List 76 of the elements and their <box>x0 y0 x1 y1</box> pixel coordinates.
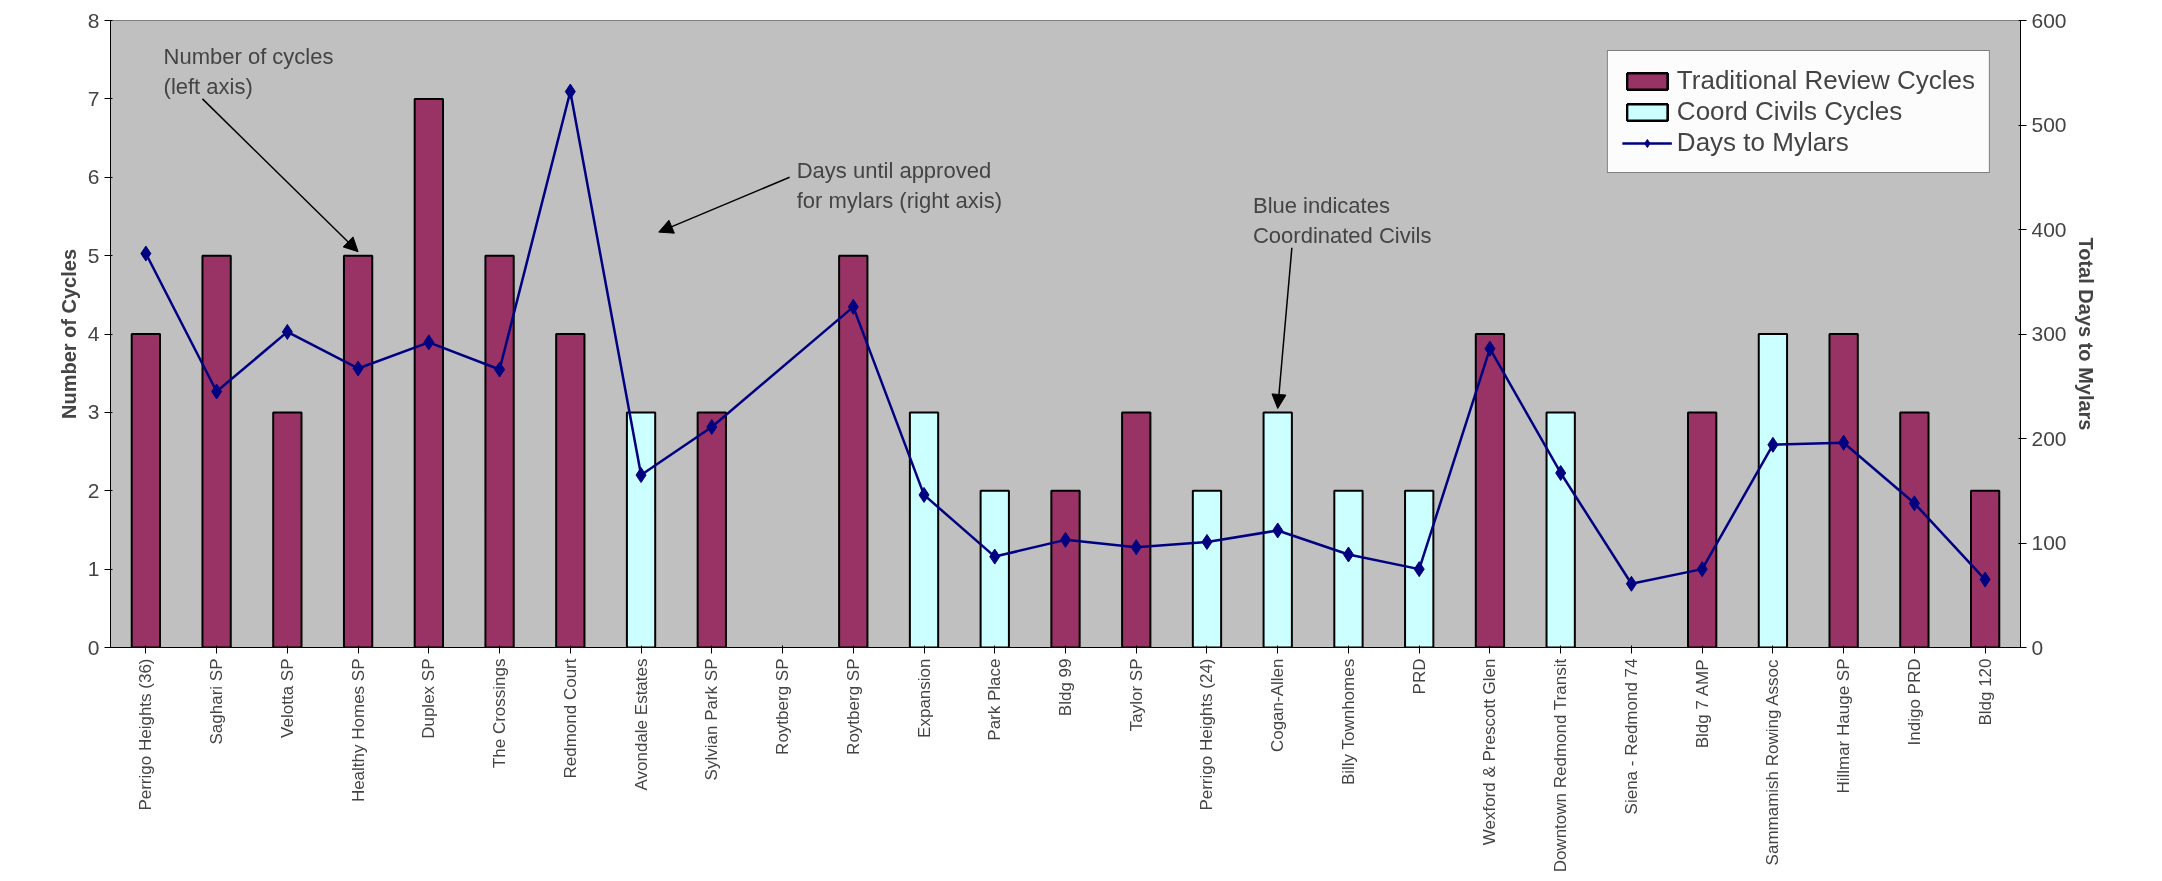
x-tick-label: Siena - Redmond 74 <box>1621 658 1641 815</box>
point <box>847 298 859 315</box>
x-tick-label: Perrigo Heights (24) <box>1197 658 1217 811</box>
x-tick-label: Expansion <box>914 658 934 738</box>
x-tick-label: Hillmar Hauge SP <box>1834 658 1854 794</box>
y2-tick-label: 400 <box>2031 217 2067 241</box>
y2-axis-title: Total Days to Mylars <box>2074 237 2097 431</box>
x-tick-label: Roytberg SP <box>843 658 863 755</box>
point <box>352 360 364 377</box>
point <box>281 323 293 340</box>
x-tick-label: Cogan-Allen <box>1268 658 1288 753</box>
y-tick-label: 1 <box>87 557 100 581</box>
point <box>494 361 506 378</box>
annotation: Blue indicates Coordinated Civils <box>1252 192 1432 248</box>
point <box>1767 436 1779 453</box>
point <box>423 334 435 351</box>
x-tick-label: Bldg 99 <box>1056 658 1075 717</box>
y2-tick-label: 200 <box>2031 426 2067 450</box>
legend-label: Traditional Review Cycles <box>1676 65 1975 96</box>
point <box>1908 495 1920 512</box>
y-tick-label: 3 <box>87 400 100 424</box>
y-tick-label: 8 <box>87 8 100 32</box>
point <box>1201 533 1213 550</box>
x-tick-label: Saghari SP <box>207 658 227 745</box>
y-tick-label: 4 <box>87 322 100 345</box>
x-tick-label: Avondale Estates <box>631 658 651 791</box>
x-tick-label: The Crossings <box>490 658 510 769</box>
y2-tick-label: 500 <box>2031 113 2067 136</box>
x-tick-label: Park Place <box>985 658 1005 741</box>
x-tick-label: Billy Townhomes <box>1338 658 1358 786</box>
point <box>1342 546 1354 563</box>
point <box>1272 522 1284 539</box>
x-tick-label: Indigo PRD <box>1904 658 1924 746</box>
y-tick-label: 6 <box>87 165 100 189</box>
x-tick-label: PRD <box>1409 658 1429 695</box>
x-tick-label: Redmond Court <box>560 658 580 779</box>
point <box>1696 561 1708 578</box>
x-tick-label: Taylor SP <box>1126 658 1146 732</box>
x-tick-label: Sylvian Park SP <box>702 658 722 781</box>
legend-label: Coord Civils Cycles <box>1676 96 1903 127</box>
point <box>706 419 718 436</box>
x-tick-label: Duplex SP <box>419 658 439 739</box>
point <box>211 383 223 400</box>
y2-tick-label: 0 <box>2031 635 2044 659</box>
x-tick-label: Bldg 7 AMP <box>1692 659 1712 749</box>
y2-tick-label: 100 <box>2031 531 2067 554</box>
y-tick-label: 0 <box>87 635 100 659</box>
y-tick-label: 7 <box>87 86 100 110</box>
y2-tick-label: 600 <box>2031 8 2067 32</box>
point <box>1838 434 1850 451</box>
x-tick-label: Roytberg SP <box>773 658 793 755</box>
x-tick-label: Velotta SP <box>277 658 297 738</box>
x-tick-label: Sammamish Rowing Assoc <box>1763 658 1783 866</box>
y-tick-label: 2 <box>87 478 100 502</box>
x-tick-label: Bldg 120 <box>1975 658 1995 726</box>
annotation: Days until approved for mylars (right axis) <box>796 157 1003 213</box>
annotation: Number of cycles (left axis) <box>163 43 334 99</box>
x-tick-label: Healthy Homes SP <box>348 658 368 803</box>
point <box>1625 575 1637 592</box>
point <box>635 467 647 484</box>
legend-label: Days to Mylars <box>1676 127 1849 158</box>
x-tick-label: Wexford & Prescott Glen <box>1480 658 1500 846</box>
y-axis-title: Number of Cycles <box>57 248 80 420</box>
point <box>989 548 1001 565</box>
point <box>918 486 930 503</box>
y-tick-label: 5 <box>87 243 100 267</box>
point <box>1979 571 1991 588</box>
y2-tick-label: 300 <box>2031 322 2067 345</box>
point <box>1413 561 1425 578</box>
point <box>1130 539 1142 556</box>
point <box>564 83 576 100</box>
point <box>140 245 152 262</box>
x-tick-label: Perrigo Heights (36) <box>136 658 156 811</box>
point <box>1484 340 1496 357</box>
point <box>1555 464 1567 481</box>
x-tick-label: Downtown Redmond Transit <box>1551 658 1571 873</box>
